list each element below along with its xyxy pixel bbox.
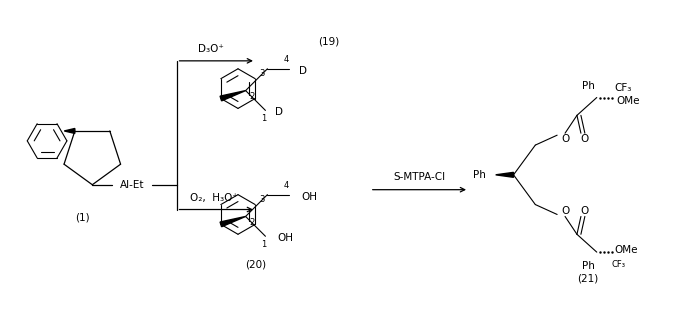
Text: OMe: OMe <box>617 96 640 106</box>
Text: D₃O⁺: D₃O⁺ <box>199 44 224 54</box>
Polygon shape <box>220 216 245 227</box>
Text: (1): (1) <box>75 212 89 222</box>
Text: D: D <box>299 66 307 76</box>
Text: Ph: Ph <box>582 261 596 271</box>
Text: S-MTPA-Cl: S-MTPA-Cl <box>394 172 445 182</box>
Text: OH: OH <box>301 192 317 202</box>
Text: Ph: Ph <box>473 170 486 180</box>
Text: O₂,  H₃O⁺: O₂, H₃O⁺ <box>190 193 238 203</box>
Text: 1: 1 <box>261 240 266 249</box>
Text: 3: 3 <box>259 195 265 204</box>
Text: O: O <box>581 134 589 144</box>
Text: OMe: OMe <box>614 245 638 255</box>
Text: OH: OH <box>278 233 294 243</box>
Text: D: D <box>275 107 283 117</box>
Text: O: O <box>561 206 570 216</box>
Text: CF₃: CF₃ <box>614 83 632 93</box>
Text: O: O <box>581 206 589 216</box>
Text: (19): (19) <box>318 36 340 46</box>
Text: 2: 2 <box>250 218 255 227</box>
Text: 4: 4 <box>284 55 289 64</box>
Text: Al-Et: Al-Et <box>120 180 145 190</box>
Polygon shape <box>64 128 75 133</box>
Polygon shape <box>496 172 514 177</box>
Text: 4: 4 <box>284 181 289 190</box>
Text: (21): (21) <box>577 274 598 284</box>
Text: O: O <box>561 134 570 144</box>
Text: 3: 3 <box>259 69 265 78</box>
Text: 1: 1 <box>261 114 266 123</box>
Text: CF₃: CF₃ <box>612 259 626 268</box>
Text: (20): (20) <box>245 259 266 269</box>
Polygon shape <box>220 91 245 101</box>
Text: 2: 2 <box>250 92 255 101</box>
Text: Ph: Ph <box>582 81 596 91</box>
